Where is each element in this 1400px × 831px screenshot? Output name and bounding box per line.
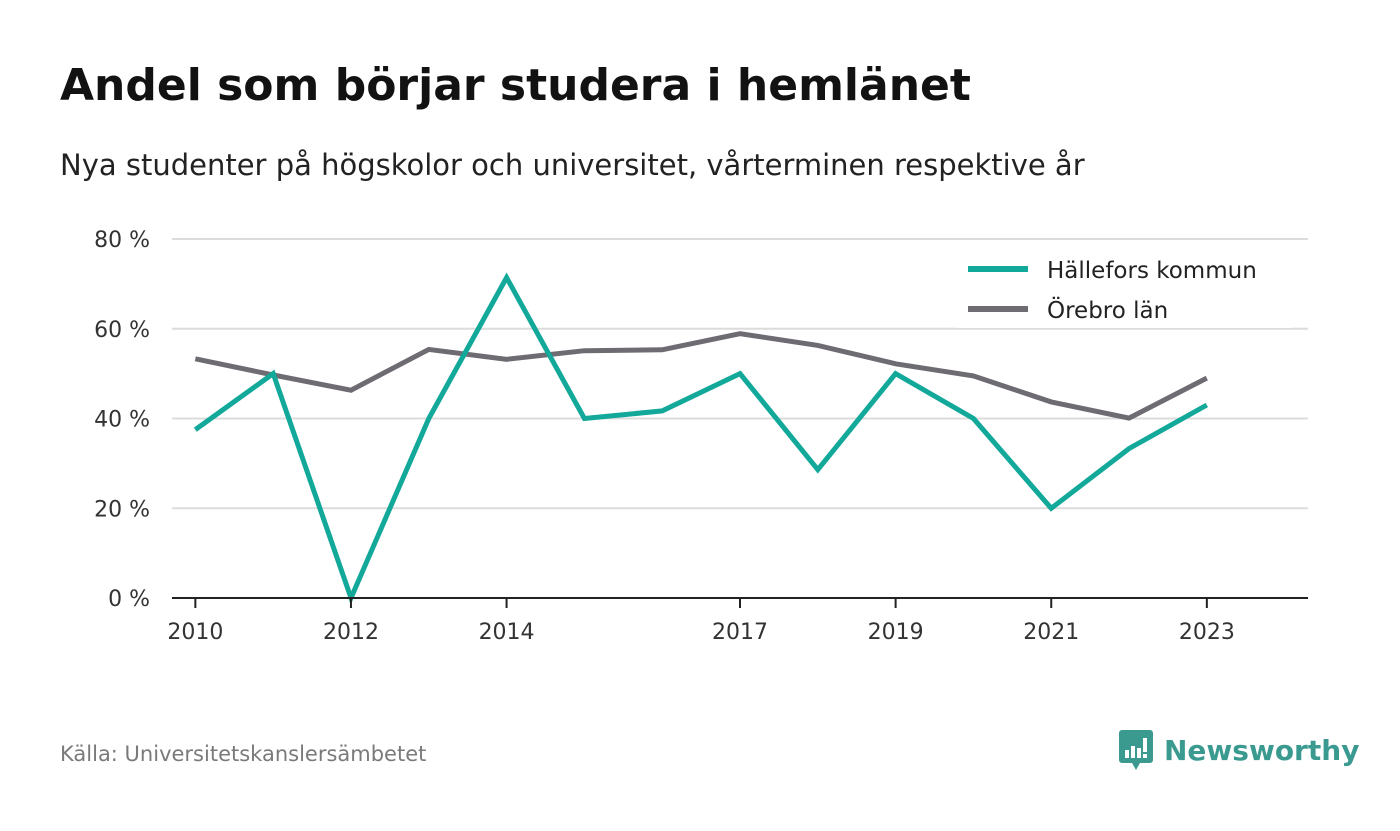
brand-logo[interactable]: Newsworthy bbox=[1118, 728, 1359, 772]
x-tick-label: 2017 bbox=[712, 620, 768, 645]
y-tick-label: 0 % bbox=[108, 587, 150, 612]
series-line bbox=[194, 331, 1208, 421]
series-lines bbox=[193, 272, 1209, 605]
x-tick-label: 2021 bbox=[1023, 620, 1079, 645]
y-tick-label: 40 % bbox=[94, 408, 150, 433]
x-tick-label: 2010 bbox=[167, 620, 223, 645]
source-note: Källa: Universitetskanslersämbetet bbox=[60, 742, 427, 766]
legend: Hällefors kommun Örebro län bbox=[958, 248, 1292, 328]
x-tick-label: 2023 bbox=[1179, 620, 1235, 645]
line-chart: 0 % 20 % 40 % 60 % 80 % 2010 2012 2014 2017 2019 2… bbox=[94, 228, 1308, 645]
chart-subtitle: Nya studenter på högskolor och universit… bbox=[60, 148, 1085, 182]
x-tick-label: 2012 bbox=[323, 620, 379, 645]
x-tick-label: 2019 bbox=[868, 620, 924, 645]
y-tick-label: 60 % bbox=[94, 318, 150, 343]
legend-label: Hällefors kommun bbox=[1047, 258, 1257, 284]
y-tick-label: 20 % bbox=[94, 497, 150, 522]
y-tick-label: 80 % bbox=[94, 228, 150, 253]
x-tick-label: 2014 bbox=[479, 620, 535, 645]
newsworthy-logo-icon bbox=[1119, 730, 1153, 770]
series-line bbox=[193, 272, 1209, 605]
legend-label: Örebro län bbox=[1047, 296, 1168, 324]
chart-title: Andel som börjar studera i hemlänet bbox=[60, 60, 971, 111]
brand-name: Newsworthy bbox=[1164, 733, 1360, 767]
axes: 0 % 20 % 40 % 60 % 80 % 2010 2012 2014 2017 2019 2… bbox=[94, 228, 1308, 645]
legend-background bbox=[958, 248, 1292, 328]
